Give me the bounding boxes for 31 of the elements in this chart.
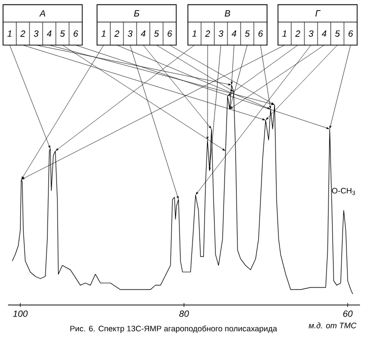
- annotation: 5: [154, 30, 159, 37]
- annotation: 4: [46, 30, 52, 37]
- annotation: 4: [232, 30, 236, 37]
- x-tick-label: 60: [343, 310, 353, 317]
- annotation: 1: [101, 30, 106, 37]
- text: Б: [134, 10, 140, 16]
- text: В: [224, 10, 230, 16]
- annotation: 6: [74, 30, 78, 37]
- annotation: 5: [335, 30, 340, 37]
- annotation: 6: [168, 30, 172, 37]
- annotation: 6: [348, 30, 354, 37]
- annotation: 5: [244, 30, 250, 37]
- annotation: 2: [114, 30, 120, 37]
- annotation: 2: [205, 30, 210, 37]
- x-tick-label: 100: [13, 310, 28, 317]
- annotation: 1: [282, 30, 286, 37]
- annotation: 3: [34, 30, 38, 37]
- x-tick-label: 80: [179, 310, 189, 317]
- annotation: 3: [128, 30, 132, 37]
- text: Г: [315, 10, 321, 16]
- annotation: 3: [308, 30, 314, 37]
- annotation: 5: [60, 30, 65, 37]
- annotation: 4: [322, 30, 326, 37]
- text: А: [39, 10, 46, 16]
- annotation: 2: [295, 30, 300, 37]
- annotation: 2: [20, 30, 26, 37]
- annotation: 1: [7, 30, 12, 37]
- annotation: 4: [140, 30, 146, 37]
- annotation: 1: [192, 30, 196, 37]
- annotation: 3: [218, 30, 224, 37]
- annotation: 6: [258, 30, 263, 37]
